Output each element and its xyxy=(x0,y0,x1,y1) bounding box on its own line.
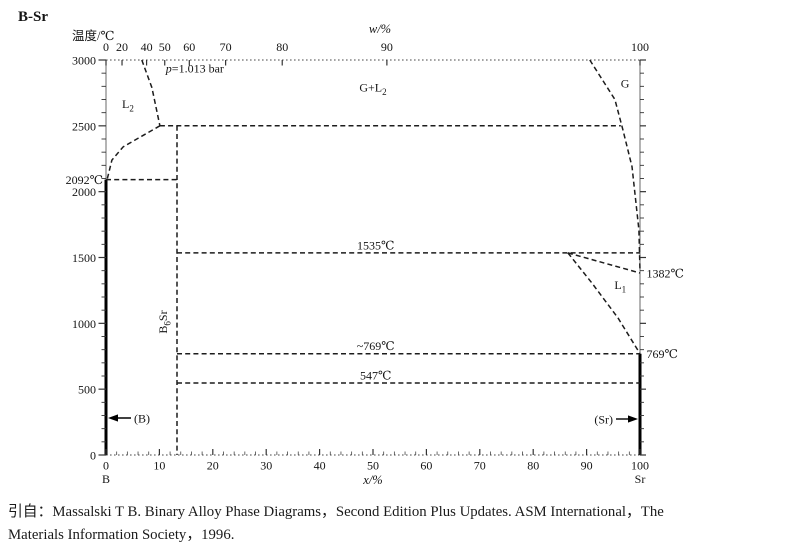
w-tick-label: 100 xyxy=(631,40,649,54)
w-tick-label: 0 xyxy=(103,40,109,54)
temperature-annotation: 769℃ xyxy=(647,347,678,361)
w-tick-label: 60 xyxy=(183,40,195,54)
phase-label-pressure: p=1.013 bar xyxy=(165,62,224,76)
citation-line-2: Materials Information Society，1996. xyxy=(8,526,235,543)
x-tick-label: 100 xyxy=(631,459,649,473)
x-tick-label: 90 xyxy=(581,459,593,473)
phase-label-l1: L1 xyxy=(614,278,626,295)
temperature-annotation: 547℃ xyxy=(360,368,391,382)
x-tick-label: 30 xyxy=(260,459,272,473)
phase-label-l2: L2 xyxy=(122,97,134,114)
w-tick-label: 90 xyxy=(381,40,393,54)
x-tick-label: 20 xyxy=(207,459,219,473)
w-tick-label: 50 xyxy=(159,40,171,54)
y-tick-label: 3000 xyxy=(72,54,96,68)
x-tick-label: 0 xyxy=(103,459,109,473)
x-tick-label: 10 xyxy=(153,459,165,473)
phase-boundary-l1-liquidus xyxy=(567,252,641,355)
page-title: B-Sr xyxy=(18,9,48,25)
phase-boundary-g-l1-boundary xyxy=(567,252,641,274)
temperature-annotation: 1382℃ xyxy=(647,267,684,281)
x-tick-label: 60 xyxy=(420,459,432,473)
sr-arrow-head-icon xyxy=(628,415,638,423)
phase-boundary-l2-liquidus xyxy=(106,125,161,180)
b-phase-pointer: (B) xyxy=(108,412,150,426)
w-tick-label: 80 xyxy=(276,40,288,54)
phase-labels-group: L2 G+L2 G L1 B6Sr p=1.013 bar xyxy=(122,62,630,334)
y-tick-label: 500 xyxy=(78,383,96,397)
y-tick-label: 1500 xyxy=(72,251,96,265)
top-axis-title: w/% xyxy=(369,22,391,36)
x-tick-label: 80 xyxy=(527,459,539,473)
citation-line-1: 引自：Massalski T B. Binary Alloy Phase Dia… xyxy=(8,504,664,520)
phase-boundary-b-vaporus xyxy=(141,59,161,126)
y-tick-label: 0 xyxy=(90,449,96,463)
phase-label-b6sr: B6Sr xyxy=(156,310,173,333)
w-tick-label: 20 xyxy=(116,40,128,54)
phase-boundaries-group xyxy=(106,59,641,455)
phase-label-g: G xyxy=(621,77,630,91)
w-tick-label: 40 xyxy=(141,40,153,54)
temperature-annotation: 2092℃ xyxy=(66,173,103,187)
phase-label-g-plus-l2: G+L2 xyxy=(359,81,386,98)
b-arrow-head-icon xyxy=(108,414,118,422)
citation: 引自：Massalski T B. Binary Alloy Phase Dia… xyxy=(0,497,790,543)
axis-ticks-group xyxy=(98,59,646,456)
temperature-annotation: ~769℃ xyxy=(357,339,395,353)
y-tick-label: 1000 xyxy=(72,317,96,331)
temperature-annotation: 1535℃ xyxy=(357,238,394,252)
y-tick-label: 2500 xyxy=(72,119,96,133)
sr-phase-pointer: (Sr) xyxy=(594,413,638,427)
x-tick-label: 40 xyxy=(314,459,326,473)
y-tick-label: 2000 xyxy=(72,185,96,199)
w-tick-label: 70 xyxy=(220,40,232,54)
temperature-annotations-group: 2092℃ 1535℃ ~769℃ 547℃ 1382℃ 769℃ xyxy=(66,173,684,382)
x-axis-element-sr: Sr xyxy=(635,472,646,486)
sr-phase-label: (Sr) xyxy=(594,413,613,427)
y-axis-title: 温度/℃ xyxy=(72,28,114,43)
x-tick-label: 50 xyxy=(367,459,379,473)
x-axis-element-b: B xyxy=(102,472,110,486)
x-tick-label: 70 xyxy=(474,459,486,473)
phase-boundary-g-condensation xyxy=(589,59,641,272)
b-phase-label: (B) xyxy=(134,412,150,426)
x-axis-title: x/% xyxy=(362,473,382,487)
